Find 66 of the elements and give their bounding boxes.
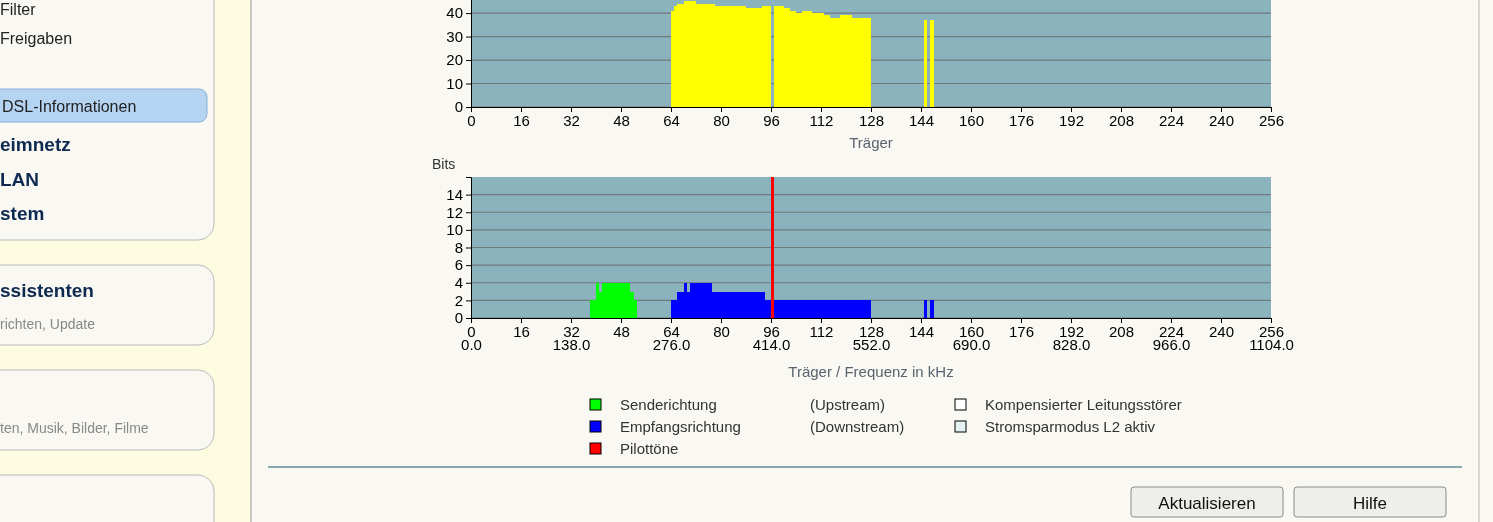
x-tick-label: 144 [908, 322, 935, 340]
x-tick-label: 0 [467, 322, 476, 340]
x-tick-label: 160 [958, 111, 985, 129]
x-tick-label: 224 [1158, 322, 1185, 340]
x-tick-label: 240 [1208, 111, 1235, 129]
x-tick-label: 160 [958, 322, 985, 340]
y-tick-label: 6 [454, 256, 463, 274]
x-tick-label: 48 [613, 322, 630, 340]
x-tick-label: 224 [1158, 111, 1185, 129]
y-tick-label: 12 [446, 203, 463, 221]
x-tick-label: 256 [1258, 322, 1285, 340]
text: ssistenten [0, 280, 94, 301]
text: Empfangsrichtung (Downstream) [620, 418, 905, 435]
x-tick-label: 144 [908, 111, 935, 129]
text: LAN [0, 169, 40, 190]
y-tick-label: 30 [446, 27, 463, 45]
text: Aktualisieren [1158, 494, 1256, 513]
x-tick-label: 32 [563, 111, 580, 129]
x-tick-label: 208 [1108, 111, 1135, 129]
text: Hilfe [1352, 494, 1388, 513]
x-axis-title: Träger [849, 134, 893, 151]
x-tick-label: 192 [1058, 111, 1085, 129]
x-tick-label: 48 [613, 111, 630, 129]
text: Filter [0, 1, 37, 18]
text: ten, Musik, Bilder, Filme [0, 420, 149, 436]
y-tick-label: 4 [454, 274, 463, 292]
legend-label: Pilottöne [620, 440, 679, 457]
x-tick-label: 128 [858, 111, 885, 129]
legend-label: Kompensierter Leitungsstörer [985, 396, 1182, 413]
x-tick-label: 176 [1008, 111, 1035, 129]
y-tick-label: 0 [454, 98, 463, 116]
y-tick-label: 40 [446, 4, 463, 22]
x-tick-label: 240 [1208, 322, 1235, 340]
y-tick-label: 2 [454, 291, 463, 309]
x-tick-label: 64 [663, 322, 680, 340]
text: Freigaben [0, 30, 73, 47]
x-tick-label: 16 [513, 111, 530, 129]
x-tick-label: 0 [467, 111, 476, 129]
x-tick-label: 128 [858, 322, 885, 340]
y-tick-label: 14 [446, 185, 463, 203]
text: DSL-Informationen [2, 98, 137, 115]
y-tick-label: 10 [446, 74, 463, 92]
x-tick-label: 112 [809, 111, 834, 129]
x-tick-label: 80 [713, 111, 730, 129]
x-tick-label: 64 [663, 111, 680, 129]
text: Senderichtung (Upstream) [620, 396, 886, 413]
text: eimnetz [0, 134, 71, 155]
x-tick-label: 112 [809, 322, 834, 340]
x-tick-label: 96 [763, 111, 780, 129]
x-tick-label: 96 [763, 322, 780, 340]
x-tick-label: 16 [513, 322, 530, 340]
y-axis-title: Bits [432, 156, 456, 172]
text: richten, Update [0, 316, 96, 332]
y-tick-label: 10 [446, 221, 463, 239]
x-tick-label: 32 [563, 322, 580, 340]
y-tick-label: 8 [454, 238, 463, 256]
y-tick-label: 20 [446, 51, 463, 69]
x-tick-label: 176 [1008, 322, 1035, 340]
x-tick-label: 256 [1258, 111, 1285, 129]
text: stem [0, 203, 45, 224]
x-tick-label: 192 [1058, 322, 1085, 340]
x-tick-label: 80 [713, 322, 730, 340]
legend-label: Stromsparmodus L2 aktiv [985, 418, 1156, 435]
x-tick-label: 208 [1108, 322, 1135, 340]
y-tick-label: 0 [454, 309, 463, 327]
x-axis-title: Träger / Frequenz in kHz [788, 363, 954, 380]
